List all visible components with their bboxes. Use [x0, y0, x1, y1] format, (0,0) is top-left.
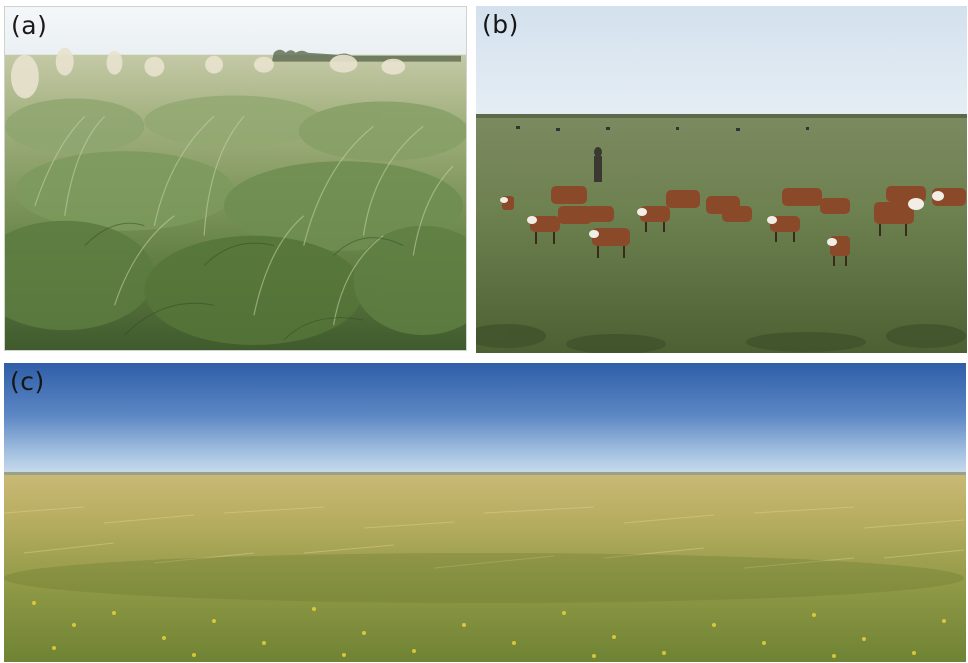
open-grassland-photo [4, 363, 966, 662]
panel-b-cattle-grazing: (b) [476, 6, 967, 353]
rider [594, 147, 602, 182]
panel-c-open-grassland: (c) [4, 363, 966, 662]
panel-a-tussock-grassland: (a) [4, 6, 467, 351]
panel-a-label: (a) [11, 11, 48, 40]
tussock-grassland-photo [5, 7, 466, 350]
cattle-grazing-photo [476, 6, 967, 353]
panel-b-label: (b) [482, 10, 519, 39]
panel-c-label: (c) [10, 367, 45, 396]
